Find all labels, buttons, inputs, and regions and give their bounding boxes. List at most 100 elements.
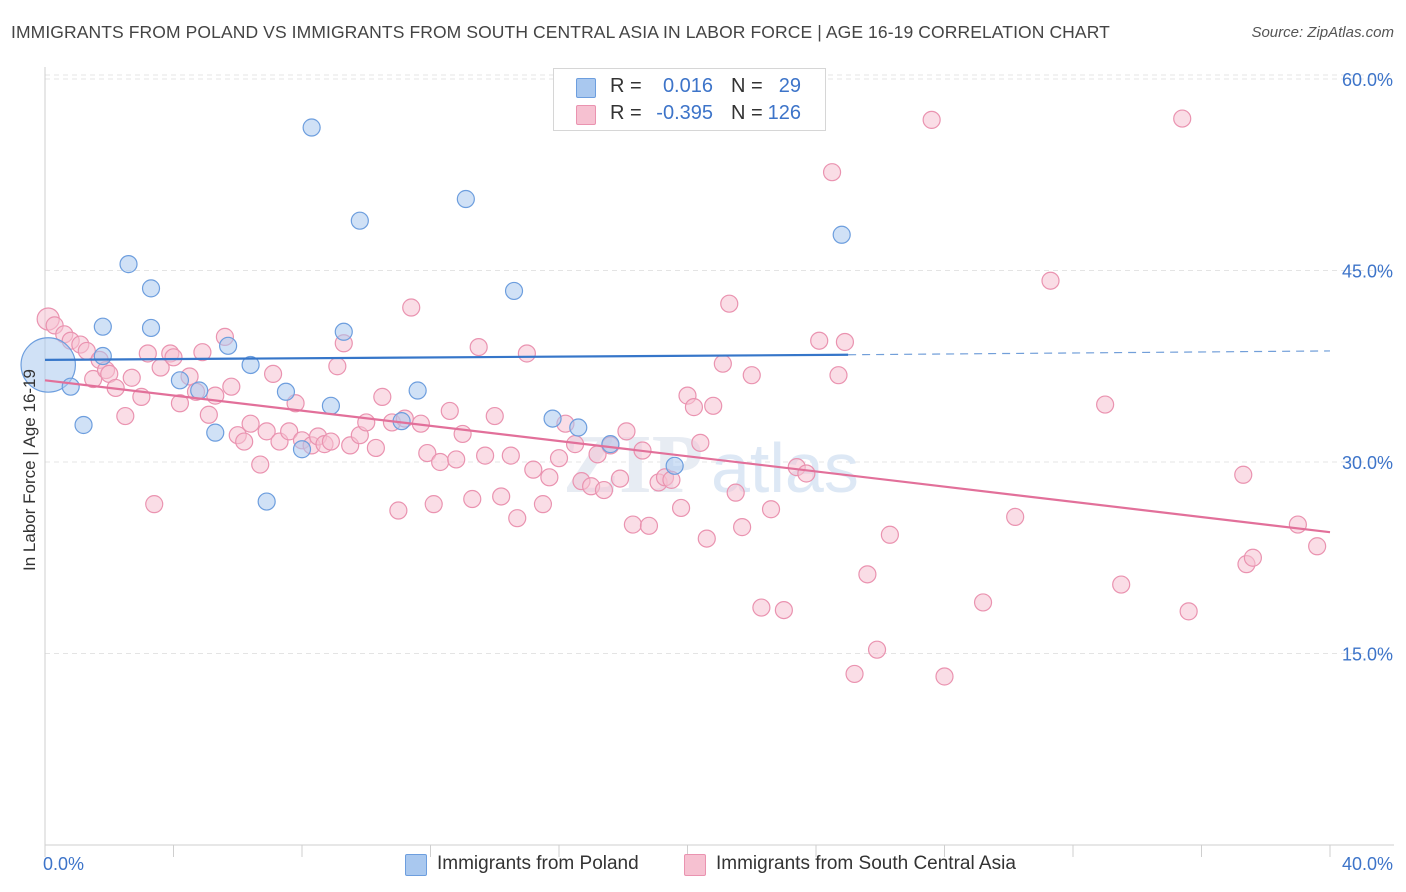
point-sca — [235, 432, 254, 451]
point-sca — [1179, 602, 1198, 621]
point-sca — [145, 495, 164, 514]
point-sca — [440, 401, 459, 421]
correlation-legend: R = 0.016 N = 29 R = -0.395 N = 126 — [553, 68, 826, 131]
point-sca — [373, 387, 392, 406]
point-sca — [549, 449, 569, 468]
point-sca — [742, 366, 761, 385]
point-sca — [704, 396, 723, 415]
point-poland — [219, 336, 238, 355]
point-sca — [257, 422, 276, 441]
point-sca — [328, 357, 347, 376]
point-sca — [164, 348, 183, 367]
point-sca — [524, 460, 543, 479]
x-tick-label: 0.0% — [43, 854, 84, 874]
point-sca — [116, 406, 135, 426]
point-sca — [476, 446, 495, 465]
point-sca — [726, 483, 745, 502]
point-sca — [835, 332, 855, 352]
point-poland — [20, 337, 77, 393]
source-credit: Source: ZipAtlas.com — [1251, 24, 1394, 41]
point-sca — [540, 468, 559, 487]
point-poland — [206, 423, 225, 442]
point-poland — [408, 381, 427, 400]
point-poland — [601, 435, 620, 454]
series-legend: Immigrants from Poland Immigrants from S… — [0, 852, 1406, 878]
point-poland — [665, 456, 684, 475]
point-poland — [456, 189, 475, 209]
point-sca — [774, 600, 793, 620]
legend-label-poland: Immigrants from Poland — [437, 853, 639, 874]
point-sca — [492, 487, 511, 506]
point-poland — [321, 396, 341, 415]
point-sca — [720, 294, 739, 313]
series-poland-points — [20, 118, 851, 511]
point-sca — [508, 509, 527, 528]
point-poland — [292, 440, 312, 459]
y-tick-label: 30.0% — [1342, 453, 1393, 473]
legend-r-label: R = — [610, 75, 642, 97]
point-sca — [1308, 537, 1327, 556]
point-sca — [1234, 465, 1253, 484]
legend-swatch-sca — [684, 854, 706, 876]
point-poland — [350, 211, 369, 230]
point-poland — [302, 118, 321, 137]
point-sca — [263, 364, 283, 384]
point-sca — [691, 433, 710, 452]
point-sca — [822, 163, 842, 182]
legend-label-sca: Immigrants from South Central Asia — [716, 853, 1016, 874]
point-sca — [935, 667, 954, 686]
point-sca — [752, 598, 771, 617]
point-sca — [517, 344, 536, 363]
legend-n-value: 126 — [767, 102, 801, 124]
x-tick-label: 40.0% — [1342, 854, 1393, 874]
point-sca — [973, 593, 993, 612]
legend-r-label: R = — [610, 102, 642, 124]
point-sca — [713, 354, 732, 373]
point-poland — [276, 382, 296, 401]
point-sca — [610, 469, 630, 488]
point-sca — [639, 516, 659, 535]
point-sca — [402, 298, 421, 317]
point-sca — [684, 398, 704, 417]
legend-n-value: 29 — [778, 75, 801, 97]
point-sca — [922, 110, 941, 129]
trend-extension-poland — [848, 350, 1331, 356]
point-sca — [424, 495, 443, 514]
point-poland — [334, 322, 353, 341]
point-sca — [199, 405, 218, 424]
legend-r-value: 0.016 — [662, 75, 713, 97]
point-poland — [190, 381, 209, 400]
point-sca — [1173, 109, 1192, 128]
point-sca — [122, 368, 141, 387]
axes — [44, 67, 1394, 857]
point-poland — [832, 225, 851, 244]
point-poland — [543, 409, 562, 428]
point-poland — [141, 318, 161, 338]
point-sca — [1041, 271, 1060, 290]
point-sca — [170, 394, 190, 413]
trend-line-poland — [44, 353, 849, 361]
point-sca — [829, 366, 848, 385]
point-sca — [389, 501, 408, 520]
point-poland — [257, 492, 276, 511]
point-sca — [431, 452, 450, 472]
point-poland — [141, 279, 161, 298]
point-poland — [93, 317, 112, 336]
point-sca — [447, 450, 466, 469]
point-sca — [251, 455, 270, 474]
point-sca — [671, 498, 691, 518]
point-sca — [280, 422, 299, 441]
point-sca — [880, 525, 899, 544]
point-poland — [241, 355, 260, 375]
point-sca — [697, 529, 716, 548]
point-sca — [84, 369, 103, 389]
point-sca — [241, 414, 260, 433]
point-sca — [418, 443, 437, 463]
point-sca — [623, 515, 642, 534]
point-sca — [469, 338, 488, 357]
point-sca — [193, 343, 212, 362]
legend-swatch-sca — [576, 105, 596, 125]
point-sca — [463, 489, 482, 509]
series-south-central-asia-points — [36, 109, 1327, 686]
point-poland — [569, 418, 588, 437]
